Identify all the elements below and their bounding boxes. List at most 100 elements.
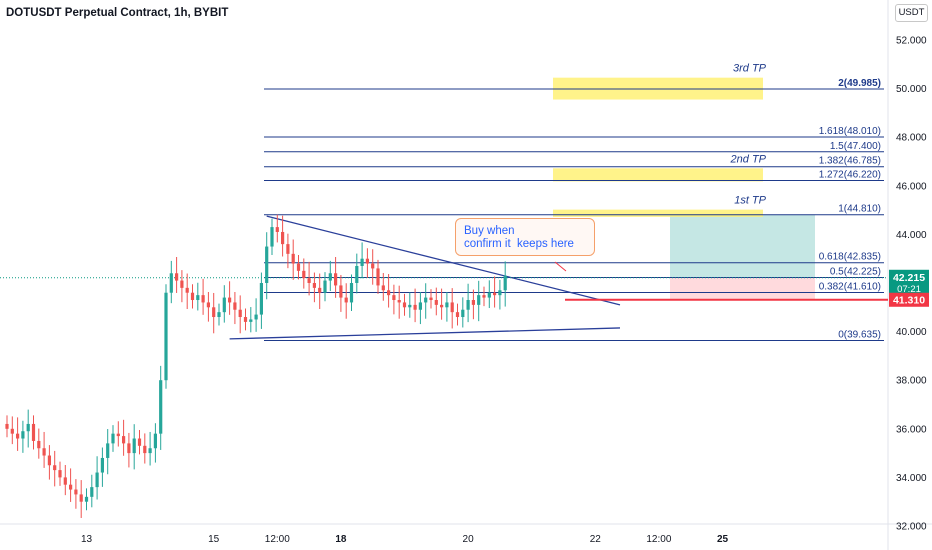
candle-body bbox=[259, 283, 263, 315]
candle-body bbox=[95, 472, 99, 488]
stop-price-value: 41.310 bbox=[893, 294, 925, 306]
x-tick-label: 13 bbox=[81, 534, 93, 545]
x-tick-label: 12:00 bbox=[265, 534, 290, 545]
candle-body bbox=[339, 285, 343, 298]
candle-body bbox=[228, 297, 232, 303]
fib-label: 0.5(42.225) bbox=[830, 267, 881, 278]
y-tick-label: 38.000 bbox=[896, 376, 927, 387]
y-tick-label: 48.000 bbox=[896, 133, 927, 144]
fib-label: 0.618(42.835) bbox=[819, 252, 881, 263]
candle-body bbox=[424, 297, 428, 303]
candle-body bbox=[169, 273, 173, 293]
candle-body bbox=[159, 380, 163, 434]
candle-body bbox=[106, 443, 110, 458]
x-tick-label: 18 bbox=[335, 534, 347, 545]
fib-label: 1.382(46.785) bbox=[819, 156, 881, 167]
candle-body bbox=[74, 489, 78, 495]
candle-body bbox=[450, 302, 454, 313]
candle-body bbox=[79, 494, 83, 502]
tp-label: 2nd TP bbox=[730, 153, 767, 165]
fib-label: 1.618(48.010) bbox=[819, 126, 881, 137]
candle-body bbox=[296, 263, 301, 271]
candle-body bbox=[127, 443, 131, 454]
candle-body bbox=[429, 297, 433, 301]
candle-body bbox=[137, 438, 142, 446]
candle-body bbox=[503, 275, 507, 291]
candle-body bbox=[190, 292, 195, 301]
candle-body bbox=[413, 304, 417, 310]
candle-body bbox=[53, 465, 57, 471]
candle-body bbox=[455, 312, 460, 318]
x-tick-label: 22 bbox=[590, 534, 602, 545]
trade-note[interactable]: Buy when confirm it keeps here bbox=[455, 218, 595, 256]
candle-body bbox=[164, 292, 168, 381]
candle-body bbox=[498, 290, 502, 296]
candle-body bbox=[291, 253, 295, 264]
candle-body bbox=[185, 287, 189, 293]
tp-highlight bbox=[553, 209, 763, 217]
fib-label: 0(39.635) bbox=[838, 329, 881, 340]
candle-body bbox=[376, 268, 380, 286]
candle-body bbox=[37, 440, 41, 449]
candle-body bbox=[69, 484, 73, 490]
candle-body bbox=[360, 258, 364, 266]
loss-zone bbox=[670, 277, 815, 300]
candle-body bbox=[418, 302, 422, 310]
fib-label: 2(49.985) bbox=[838, 78, 881, 89]
candle-body bbox=[233, 302, 237, 310]
candle-body bbox=[100, 457, 104, 473]
candle-body bbox=[201, 295, 205, 303]
tp-highlight bbox=[553, 168, 763, 182]
candle-body bbox=[254, 314, 258, 320]
candles bbox=[5, 214, 507, 518]
candle-body bbox=[482, 295, 486, 298]
candle-body bbox=[312, 283, 316, 288]
candle-body bbox=[461, 309, 465, 318]
candle-body bbox=[175, 273, 179, 281]
candle-body bbox=[21, 431, 25, 439]
candle-body bbox=[58, 470, 62, 478]
candle-body bbox=[440, 304, 444, 308]
candle-body bbox=[334, 273, 338, 286]
candle-body bbox=[10, 428, 14, 434]
candle-body bbox=[387, 290, 391, 296]
candle-body bbox=[344, 297, 348, 303]
current-price-value: 42.215 bbox=[893, 272, 925, 284]
countdown-value: 07:21 bbox=[897, 284, 921, 295]
candle-body bbox=[349, 283, 354, 303]
candle-body bbox=[5, 423, 9, 429]
position-zones bbox=[670, 214, 815, 300]
candle-body bbox=[238, 309, 242, 318]
candle-body bbox=[132, 438, 136, 454]
profit-zone bbox=[670, 214, 815, 278]
candle-body bbox=[307, 278, 311, 283]
candle-body bbox=[392, 295, 396, 301]
candle-body bbox=[466, 300, 470, 310]
trendline-lower bbox=[229, 327, 621, 340]
currency-badge[interactable]: USDT bbox=[895, 4, 928, 22]
candle-body bbox=[328, 273, 332, 281]
candle-body bbox=[402, 302, 407, 308]
x-tick-label: 20 bbox=[463, 534, 475, 545]
tp-label: 1st TP bbox=[734, 195, 766, 207]
candle-body bbox=[477, 295, 481, 305]
candle-body bbox=[122, 436, 126, 444]
x-tick-label: 25 bbox=[717, 534, 729, 545]
candle-body bbox=[275, 227, 279, 232]
stop-price-tag bbox=[889, 292, 929, 307]
candle-body bbox=[302, 270, 306, 279]
candle-body bbox=[116, 433, 120, 437]
candle-body bbox=[371, 263, 375, 269]
candle-body bbox=[318, 287, 322, 293]
y-tick-label: 32.000 bbox=[896, 522, 927, 533]
candle-body bbox=[222, 297, 226, 313]
candle-body bbox=[63, 477, 67, 485]
candle-body bbox=[84, 496, 89, 502]
y-tick-label: 50.000 bbox=[896, 84, 927, 95]
candle-body bbox=[148, 448, 152, 454]
candle-body bbox=[153, 433, 157, 449]
candle-body bbox=[90, 487, 94, 497]
